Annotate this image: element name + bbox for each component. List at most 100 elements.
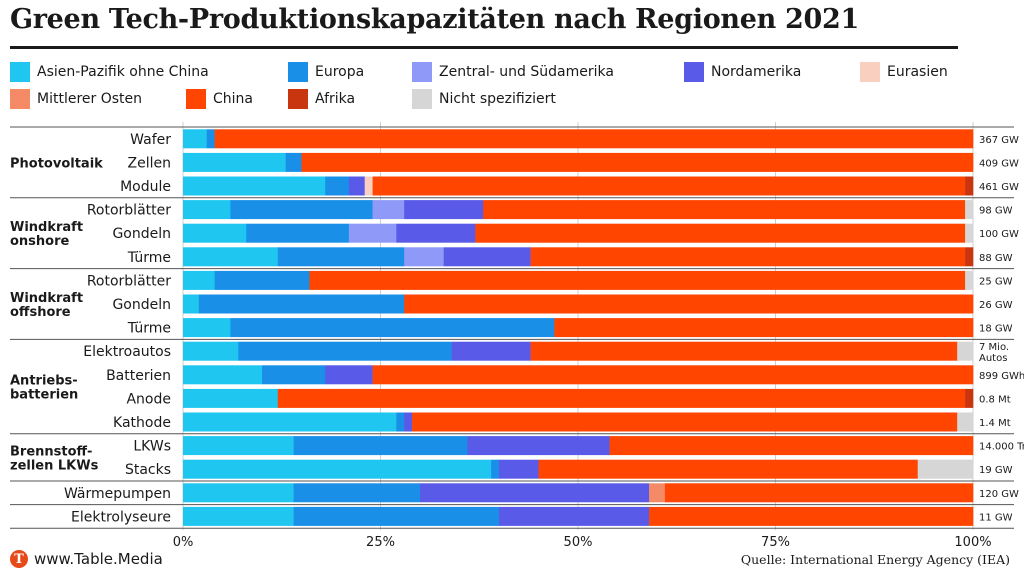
bar-segment bbox=[664, 483, 974, 503]
bar-segment bbox=[183, 223, 247, 243]
total-label: 1.4 Mt bbox=[979, 418, 1011, 429]
bar-segment bbox=[285, 152, 302, 172]
bar-segment bbox=[238, 341, 452, 361]
legend-swatch bbox=[412, 89, 432, 109]
legend-label: Asien-Pazifik ohne China bbox=[37, 64, 209, 80]
legend-item: Europa bbox=[288, 61, 364, 83]
legend-item: Eurasien bbox=[860, 61, 948, 83]
table-media-logo: T bbox=[10, 550, 28, 568]
total-label: 26 GW bbox=[979, 300, 1013, 311]
bar-segment bbox=[183, 341, 239, 361]
site-link[interactable]: www.Table.Media bbox=[34, 550, 163, 568]
bar-segment bbox=[412, 412, 958, 432]
legend-swatch bbox=[10, 89, 30, 109]
category-label: Gondeln bbox=[112, 297, 171, 313]
bar-segment bbox=[262, 365, 326, 385]
bar-segment bbox=[404, 200, 484, 220]
bar-segment bbox=[183, 294, 200, 314]
bar-segment bbox=[396, 223, 476, 243]
footer-brand[interactable]: T www.Table.Media bbox=[10, 550, 163, 568]
bar-segment bbox=[443, 247, 531, 267]
bar-segment bbox=[467, 436, 610, 456]
bar-segment bbox=[214, 270, 310, 290]
bar-segment bbox=[325, 176, 350, 196]
legend-swatch bbox=[288, 89, 308, 109]
category-label: Rotorblätter bbox=[87, 273, 171, 289]
legend-item: Asien-Pazifik ohne China bbox=[10, 61, 209, 83]
bar-segment bbox=[451, 341, 531, 361]
bar-segment bbox=[499, 506, 650, 526]
category-label: Rotorblätter bbox=[87, 203, 171, 219]
x-tick-label: 50% bbox=[564, 535, 593, 550]
category-label: Batterien bbox=[106, 368, 171, 384]
legend-label: Eurasien bbox=[887, 64, 948, 80]
bar-segment bbox=[183, 129, 207, 149]
bar-segment bbox=[609, 436, 974, 456]
category-label: LKWs bbox=[133, 439, 171, 455]
bar-segment bbox=[530, 341, 958, 361]
bar-segment bbox=[230, 200, 373, 220]
bar-segment bbox=[364, 176, 373, 196]
bar-segment bbox=[183, 436, 294, 456]
bar-segment bbox=[372, 176, 966, 196]
bar-segment bbox=[917, 459, 974, 479]
bar-segment bbox=[183, 176, 326, 196]
bar-segment bbox=[965, 200, 974, 220]
bar-segment bbox=[404, 412, 413, 432]
bar-segment bbox=[348, 176, 365, 196]
bar-segment bbox=[183, 506, 294, 526]
legend-swatch bbox=[412, 62, 432, 82]
bar-segment bbox=[230, 318, 555, 338]
bar-segment bbox=[965, 223, 974, 243]
bar-segment bbox=[183, 270, 215, 290]
category-label: Türme bbox=[127, 250, 171, 266]
group-label: Brennstoff-zellen LKWs bbox=[10, 444, 99, 473]
total-label: 14.000 Trucks bbox=[979, 442, 1024, 453]
total-label: 367 GW bbox=[979, 135, 1019, 146]
bar-segment bbox=[965, 270, 974, 290]
category-label: Wafer bbox=[130, 132, 171, 148]
legend-label: Nordamerika bbox=[711, 64, 802, 80]
bar-segment bbox=[325, 365, 373, 385]
bar-segment bbox=[965, 176, 974, 196]
bar-segment bbox=[475, 223, 966, 243]
bar-segment bbox=[183, 388, 279, 408]
category-label: Wärmepumpen bbox=[64, 486, 171, 502]
bar-segment bbox=[206, 129, 215, 149]
legend-swatch bbox=[288, 62, 308, 82]
bar-segment bbox=[183, 318, 231, 338]
legend-item: China bbox=[186, 88, 253, 110]
legend-label: Afrika bbox=[315, 91, 356, 107]
bar-segment bbox=[277, 388, 966, 408]
total-label: 7 Mio. Autos bbox=[979, 342, 1009, 364]
bar-segment bbox=[348, 223, 397, 243]
bar-segment bbox=[372, 200, 405, 220]
legend-item: Nordamerika bbox=[684, 61, 801, 83]
bar-segment bbox=[404, 294, 974, 314]
legend-label: Nicht spezifiziert bbox=[439, 91, 556, 107]
total-label: 0.8 Mt bbox=[979, 394, 1011, 405]
legend-swatch bbox=[186, 89, 206, 109]
bar-segment bbox=[293, 436, 468, 456]
title-underline bbox=[10, 46, 958, 49]
category-label: Elektrolyseure bbox=[71, 509, 171, 525]
legend-item: Nicht spezifiziert bbox=[412, 88, 556, 110]
bar-segment bbox=[277, 247, 405, 267]
bar-segment bbox=[404, 247, 444, 267]
bar-segment bbox=[183, 459, 492, 479]
bar-segment bbox=[554, 318, 974, 338]
chart-title: Green Tech-Produktionskapazitäten nach R… bbox=[10, 4, 859, 35]
bar-segment bbox=[183, 483, 294, 503]
category-label: Türme bbox=[127, 321, 171, 337]
bar-segment bbox=[309, 270, 966, 290]
total-label: 100 GW bbox=[979, 229, 1019, 240]
total-label: 461 GW bbox=[979, 182, 1019, 193]
total-label: 25 GW bbox=[979, 276, 1013, 287]
group-label: Antriebs-batterien bbox=[10, 374, 78, 403]
bar-segment bbox=[198, 294, 405, 314]
legend-label: Zentral- und Südamerika bbox=[439, 64, 614, 80]
bar-segment bbox=[649, 506, 974, 526]
x-tick-label: 25% bbox=[366, 535, 395, 550]
bar-segment bbox=[396, 412, 405, 432]
total-label: 19 GW bbox=[979, 465, 1013, 476]
